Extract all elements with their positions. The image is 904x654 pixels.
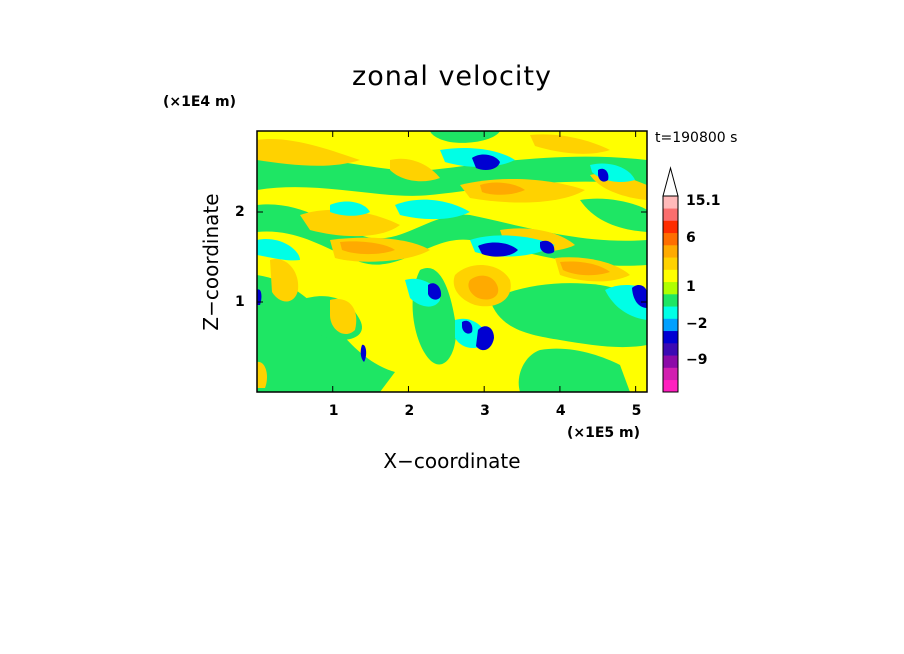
colorbar-label-1: −9: [686, 352, 708, 369]
contour-patch-orange-11: [257, 139, 360, 166]
contour-patch-green-10: [430, 131, 500, 143]
colorbar-label-5: 15.1: [686, 193, 721, 210]
colorbar-level-11: [663, 257, 678, 270]
z-tick-label-2: 2: [235, 204, 245, 220]
colorbar-label-4: 6: [686, 229, 696, 246]
contour-patch-blue-37: [472, 154, 500, 170]
z-tick-label-1: 1: [235, 294, 245, 310]
contour-patch-blue-38: [478, 242, 518, 257]
contour-patch-blue-45: [360, 344, 367, 362]
contour-patch-blue-43: [540, 240, 555, 254]
contour-patch-darkorange-24: [468, 275, 499, 300]
colorbar-level-6: [663, 318, 678, 332]
contour-patch-green-7: [518, 348, 630, 392]
colorbar-level-2: [663, 367, 678, 381]
x-axis-label: X−coordinate: [383, 449, 521, 473]
colorbar-level-16: [663, 196, 678, 209]
z-axis-scale-note: (×1E4 m): [163, 94, 237, 110]
contour-patch-orange-19: [530, 134, 610, 154]
contour-patch-cyan-36: [330, 201, 370, 216]
contour-patch-blue-39: [428, 283, 442, 300]
colorbar-level-15: [663, 208, 678, 221]
contour-patch-darkorange-26: [340, 241, 395, 255]
x-tick-label-1: 1: [328, 403, 339, 419]
colorbar-label-2: −2: [686, 315, 708, 332]
colorbar-level-9: [663, 281, 678, 295]
contour-patch-darkorange-25: [480, 182, 525, 195]
colorbar-label-3: 1: [686, 278, 696, 295]
contour-patch-orange-18: [270, 259, 299, 302]
contour-patch-darkorange-27: [560, 261, 610, 276]
x-tick-label-3: 3: [480, 403, 490, 419]
colorbar-level-1: [663, 379, 678, 393]
contour-patch-blue-40: [476, 326, 494, 351]
colorbar-level-8: [663, 294, 678, 307]
contour-patch-cyan-29: [395, 199, 470, 220]
colorbar-level-7: [663, 306, 678, 319]
colorbar-level-3: [663, 355, 678, 368]
colorbar-extend-triangle: [662, 166, 679, 197]
contour-patch-green-9: [580, 198, 647, 232]
colorbar-level-12: [663, 245, 678, 258]
colorbar-level-13: [663, 232, 678, 246]
contour-patch-green-5: [490, 283, 647, 348]
x-tick-label-2: 2: [404, 403, 415, 419]
contour-patch-cyan-28: [257, 239, 300, 261]
contour-patch-orange-21: [390, 158, 440, 182]
contour-patch-orange-23: [257, 361, 268, 388]
colorbar-level-4: [663, 343, 678, 356]
chart-title: zonal velocity: [352, 61, 552, 92]
contour-patch-orange-12: [300, 209, 400, 237]
contour-patch-blue-44: [598, 168, 609, 182]
contour-patch-orange-22: [330, 299, 357, 335]
x-tick-label-5: 5: [631, 403, 642, 419]
colorbar-level-5: [663, 330, 678, 344]
contour-patch-blue-41: [462, 320, 473, 334]
contour-patch-green-1: [257, 156, 647, 196]
contour-patch-blue-46: [257, 289, 262, 305]
colorbar-level-10: [663, 269, 678, 283]
x-axis-scale-note: (×1E5 m): [567, 425, 641, 441]
time-label: t=190800 s: [655, 130, 738, 146]
x-tick-label-4: 4: [555, 403, 566, 419]
colorbar-level-14: [663, 220, 678, 234]
